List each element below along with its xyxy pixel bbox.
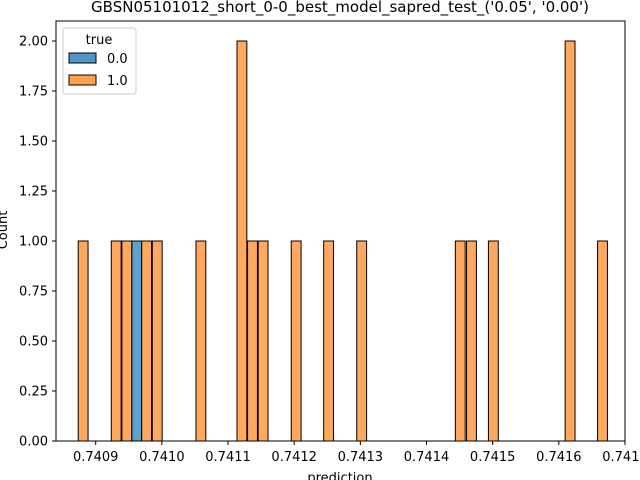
histogram-bar [467, 241, 477, 441]
legend-swatch [69, 53, 96, 63]
y-tick-label: 1.00 [19, 235, 48, 250]
legend-swatch [69, 75, 96, 85]
histogram-bar [237, 41, 247, 441]
y-tick-label: 1.25 [19, 185, 48, 200]
x-tick-label: 0.7417 [602, 450, 640, 465]
y-tick-label: 0.50 [19, 335, 48, 350]
histogram-bar [258, 241, 268, 441]
histogram-bar [324, 241, 334, 441]
x-tick-label: 0.7409 [73, 450, 119, 465]
histogram-bar [598, 241, 608, 441]
y-tick-label: 2.00 [19, 35, 48, 50]
legend-title: true [86, 33, 113, 48]
x-axis-title: prediction [307, 471, 372, 480]
histogram-bar [488, 241, 498, 441]
histogram-bar [291, 241, 301, 441]
y-tick-label: 0.25 [19, 385, 48, 400]
y-tick-label: 0.00 [19, 435, 48, 450]
histogram-bar [357, 241, 367, 441]
histogram-bar [122, 241, 132, 441]
y-tick-label: 1.50 [19, 135, 48, 150]
y-tick-label: 1.75 [19, 85, 48, 100]
legend: true 0.0 1.0 [63, 28, 136, 94]
bars-group [78, 41, 607, 441]
x-tick-label: 0.7412 [271, 450, 317, 465]
histogram-bar [132, 241, 142, 441]
histogram-bar [111, 241, 121, 441]
histogram-bar [142, 241, 152, 441]
x-tick-label: 0.7414 [404, 450, 450, 465]
x-tick-label: 0.7411 [205, 450, 251, 465]
legend-label: 0.0 [107, 52, 128, 67]
histogram-bar [78, 241, 88, 441]
x-tick-label: 0.7410 [139, 450, 185, 465]
y-tick-label: 0.75 [19, 285, 48, 300]
x-tick-label: 0.7415 [470, 450, 516, 465]
legend-label: 1.0 [107, 74, 128, 89]
histogram-bar [565, 41, 575, 441]
histogram-bar [196, 241, 206, 441]
histogram-bar [455, 241, 465, 441]
x-tick-label: 0.7416 [536, 450, 582, 465]
histogram-bar [152, 241, 162, 441]
x-tick-label: 0.7413 [338, 450, 384, 465]
histogram-bar [248, 241, 258, 441]
chart-title: GBSN05101012_short_0-0_best_model_sapred… [91, 0, 589, 17]
y-axis-title: Count [0, 211, 11, 250]
